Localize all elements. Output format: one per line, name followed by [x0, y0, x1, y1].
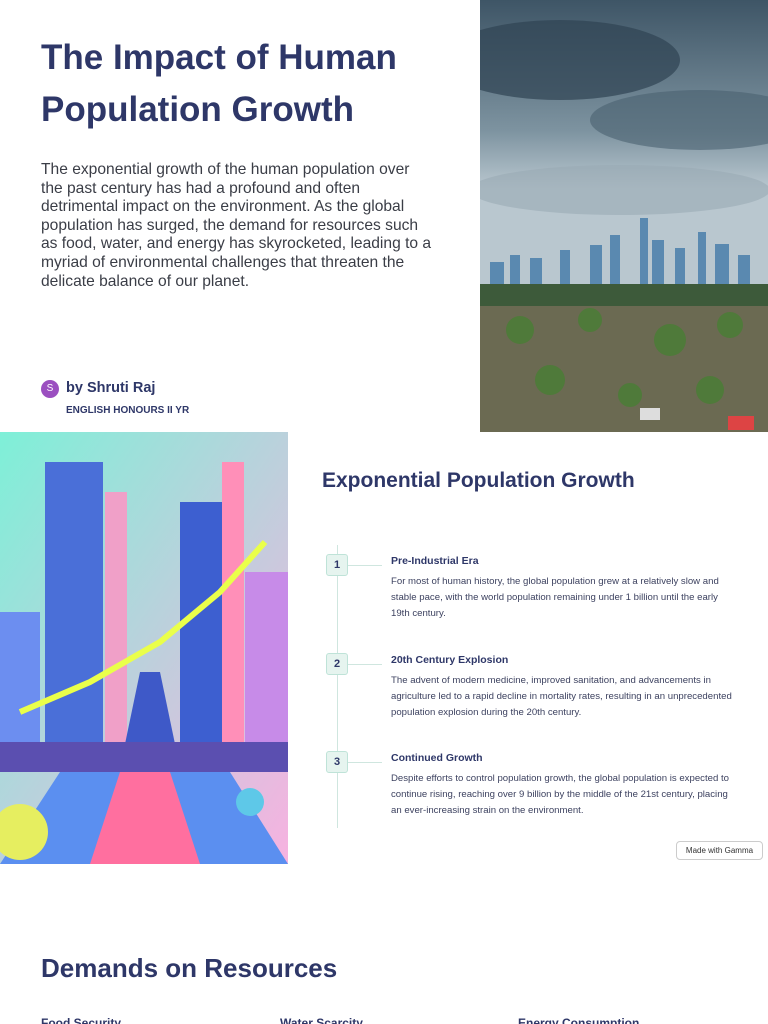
step-title: 20th Century Explosion: [391, 653, 509, 666]
resource-heading: Water Scarcity: [280, 1016, 363, 1024]
connector: [348, 762, 382, 763]
step-text: The advent of modern medicine, improved …: [391, 674, 732, 718]
intro-text: The exponential growth of the human popu…: [41, 161, 432, 290]
step-text: For most of human history, the global po…: [391, 576, 719, 619]
city-photo: [480, 0, 768, 432]
step-title: Continued Growth: [391, 752, 483, 764]
timeline-line: [337, 545, 338, 828]
title: The Impact of Human Population Growth: [41, 38, 397, 129]
city-illustration: [0, 432, 288, 864]
step-text: Despite efforts to control population gr…: [391, 773, 729, 816]
gamma-badge[interactable]: Made with Gamma: [676, 841, 763, 860]
step-number: 3: [326, 751, 348, 773]
connector: [348, 663, 382, 665]
step-number: 2: [326, 652, 348, 675]
step-number: 1: [326, 554, 348, 576]
avatar: S: [41, 380, 59, 398]
connector: [348, 565, 382, 566]
step-title: Pre-Industrial Era: [391, 555, 479, 567]
section-title: Exponential Population Growth: [322, 469, 635, 492]
resource-heading: Energy Consumption: [518, 1016, 640, 1024]
author-role: ENGLISH HONOURS II YR: [66, 405, 190, 416]
section-title: Demands on Resources: [41, 953, 338, 983]
resource-heading: Food Security: [41, 1016, 122, 1024]
author-name: by Shruti Raj: [66, 380, 156, 396]
